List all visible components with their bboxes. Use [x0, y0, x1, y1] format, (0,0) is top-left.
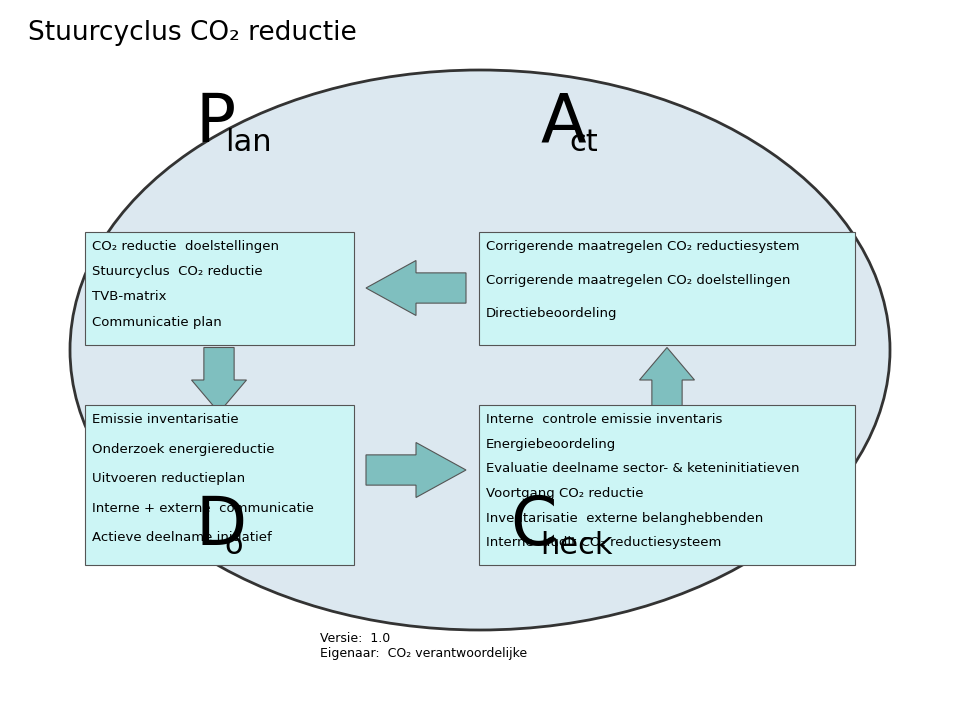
Polygon shape [366, 443, 466, 498]
Text: lan: lan [225, 127, 272, 157]
Text: TVB-matrix: TVB-matrix [92, 290, 166, 304]
Text: P: P [195, 90, 235, 156]
Text: Communicatie plan: Communicatie plan [92, 316, 222, 329]
Text: Evaluatie deelname sector- & keteninitiatieven: Evaluatie deelname sector- & keteninitia… [486, 462, 800, 475]
Text: D: D [195, 493, 246, 559]
Polygon shape [191, 348, 247, 413]
Polygon shape [366, 261, 466, 315]
FancyBboxPatch shape [85, 405, 354, 565]
Text: o: o [225, 531, 243, 559]
FancyBboxPatch shape [479, 405, 855, 565]
Text: Stuurcyclus CO₂ reductie: Stuurcyclus CO₂ reductie [28, 20, 357, 46]
Text: Directiebeoordeling: Directiebeoordeling [486, 307, 617, 320]
Text: Energiebeoordeling: Energiebeoordeling [486, 438, 616, 451]
Text: Eigenaar:  CO₂ verantwoordelijke: Eigenaar: CO₂ verantwoordelijke [320, 647, 527, 660]
Text: Voortgang CO₂ reductie: Voortgang CO₂ reductie [486, 487, 643, 500]
Text: C: C [510, 493, 557, 559]
Text: Inventarisatie  externe belanghebbenden: Inventarisatie externe belanghebbenden [486, 512, 763, 525]
Text: Corrigerende maatregelen CO₂ reductiesystem: Corrigerende maatregelen CO₂ reductiesys… [486, 240, 800, 253]
Text: heck: heck [540, 531, 612, 559]
Text: ct: ct [570, 127, 598, 157]
Text: Interne  audit CO₂ reductiesysteem: Interne audit CO₂ reductiesysteem [486, 536, 721, 549]
Text: Versie:  1.0: Versie: 1.0 [320, 632, 391, 645]
Text: Emissie inventarisatie: Emissie inventarisatie [92, 413, 239, 426]
Text: CO₂ reductie  doelstellingen: CO₂ reductie doelstellingen [92, 240, 279, 253]
Text: Stuurcyclus  CO₂ reductie: Stuurcyclus CO₂ reductie [92, 265, 263, 278]
FancyBboxPatch shape [479, 232, 855, 345]
Polygon shape [639, 348, 694, 413]
Ellipse shape [70, 70, 890, 630]
Text: Uitvoeren reductieplan: Uitvoeren reductieplan [92, 472, 245, 485]
Text: Actieve deelname initiatief: Actieve deelname initiatief [92, 531, 272, 544]
FancyBboxPatch shape [85, 232, 354, 345]
Text: Onderzoek energiereductie: Onderzoek energiereductie [92, 443, 275, 456]
Text: Interne + externe  communicatie: Interne + externe communicatie [92, 502, 314, 515]
Text: Interne  controle emissie inventaris: Interne controle emissie inventaris [486, 413, 722, 426]
Text: A: A [540, 90, 586, 156]
Text: Corrigerende maatregelen CO₂ doelstellingen: Corrigerende maatregelen CO₂ doelstellin… [486, 274, 790, 287]
